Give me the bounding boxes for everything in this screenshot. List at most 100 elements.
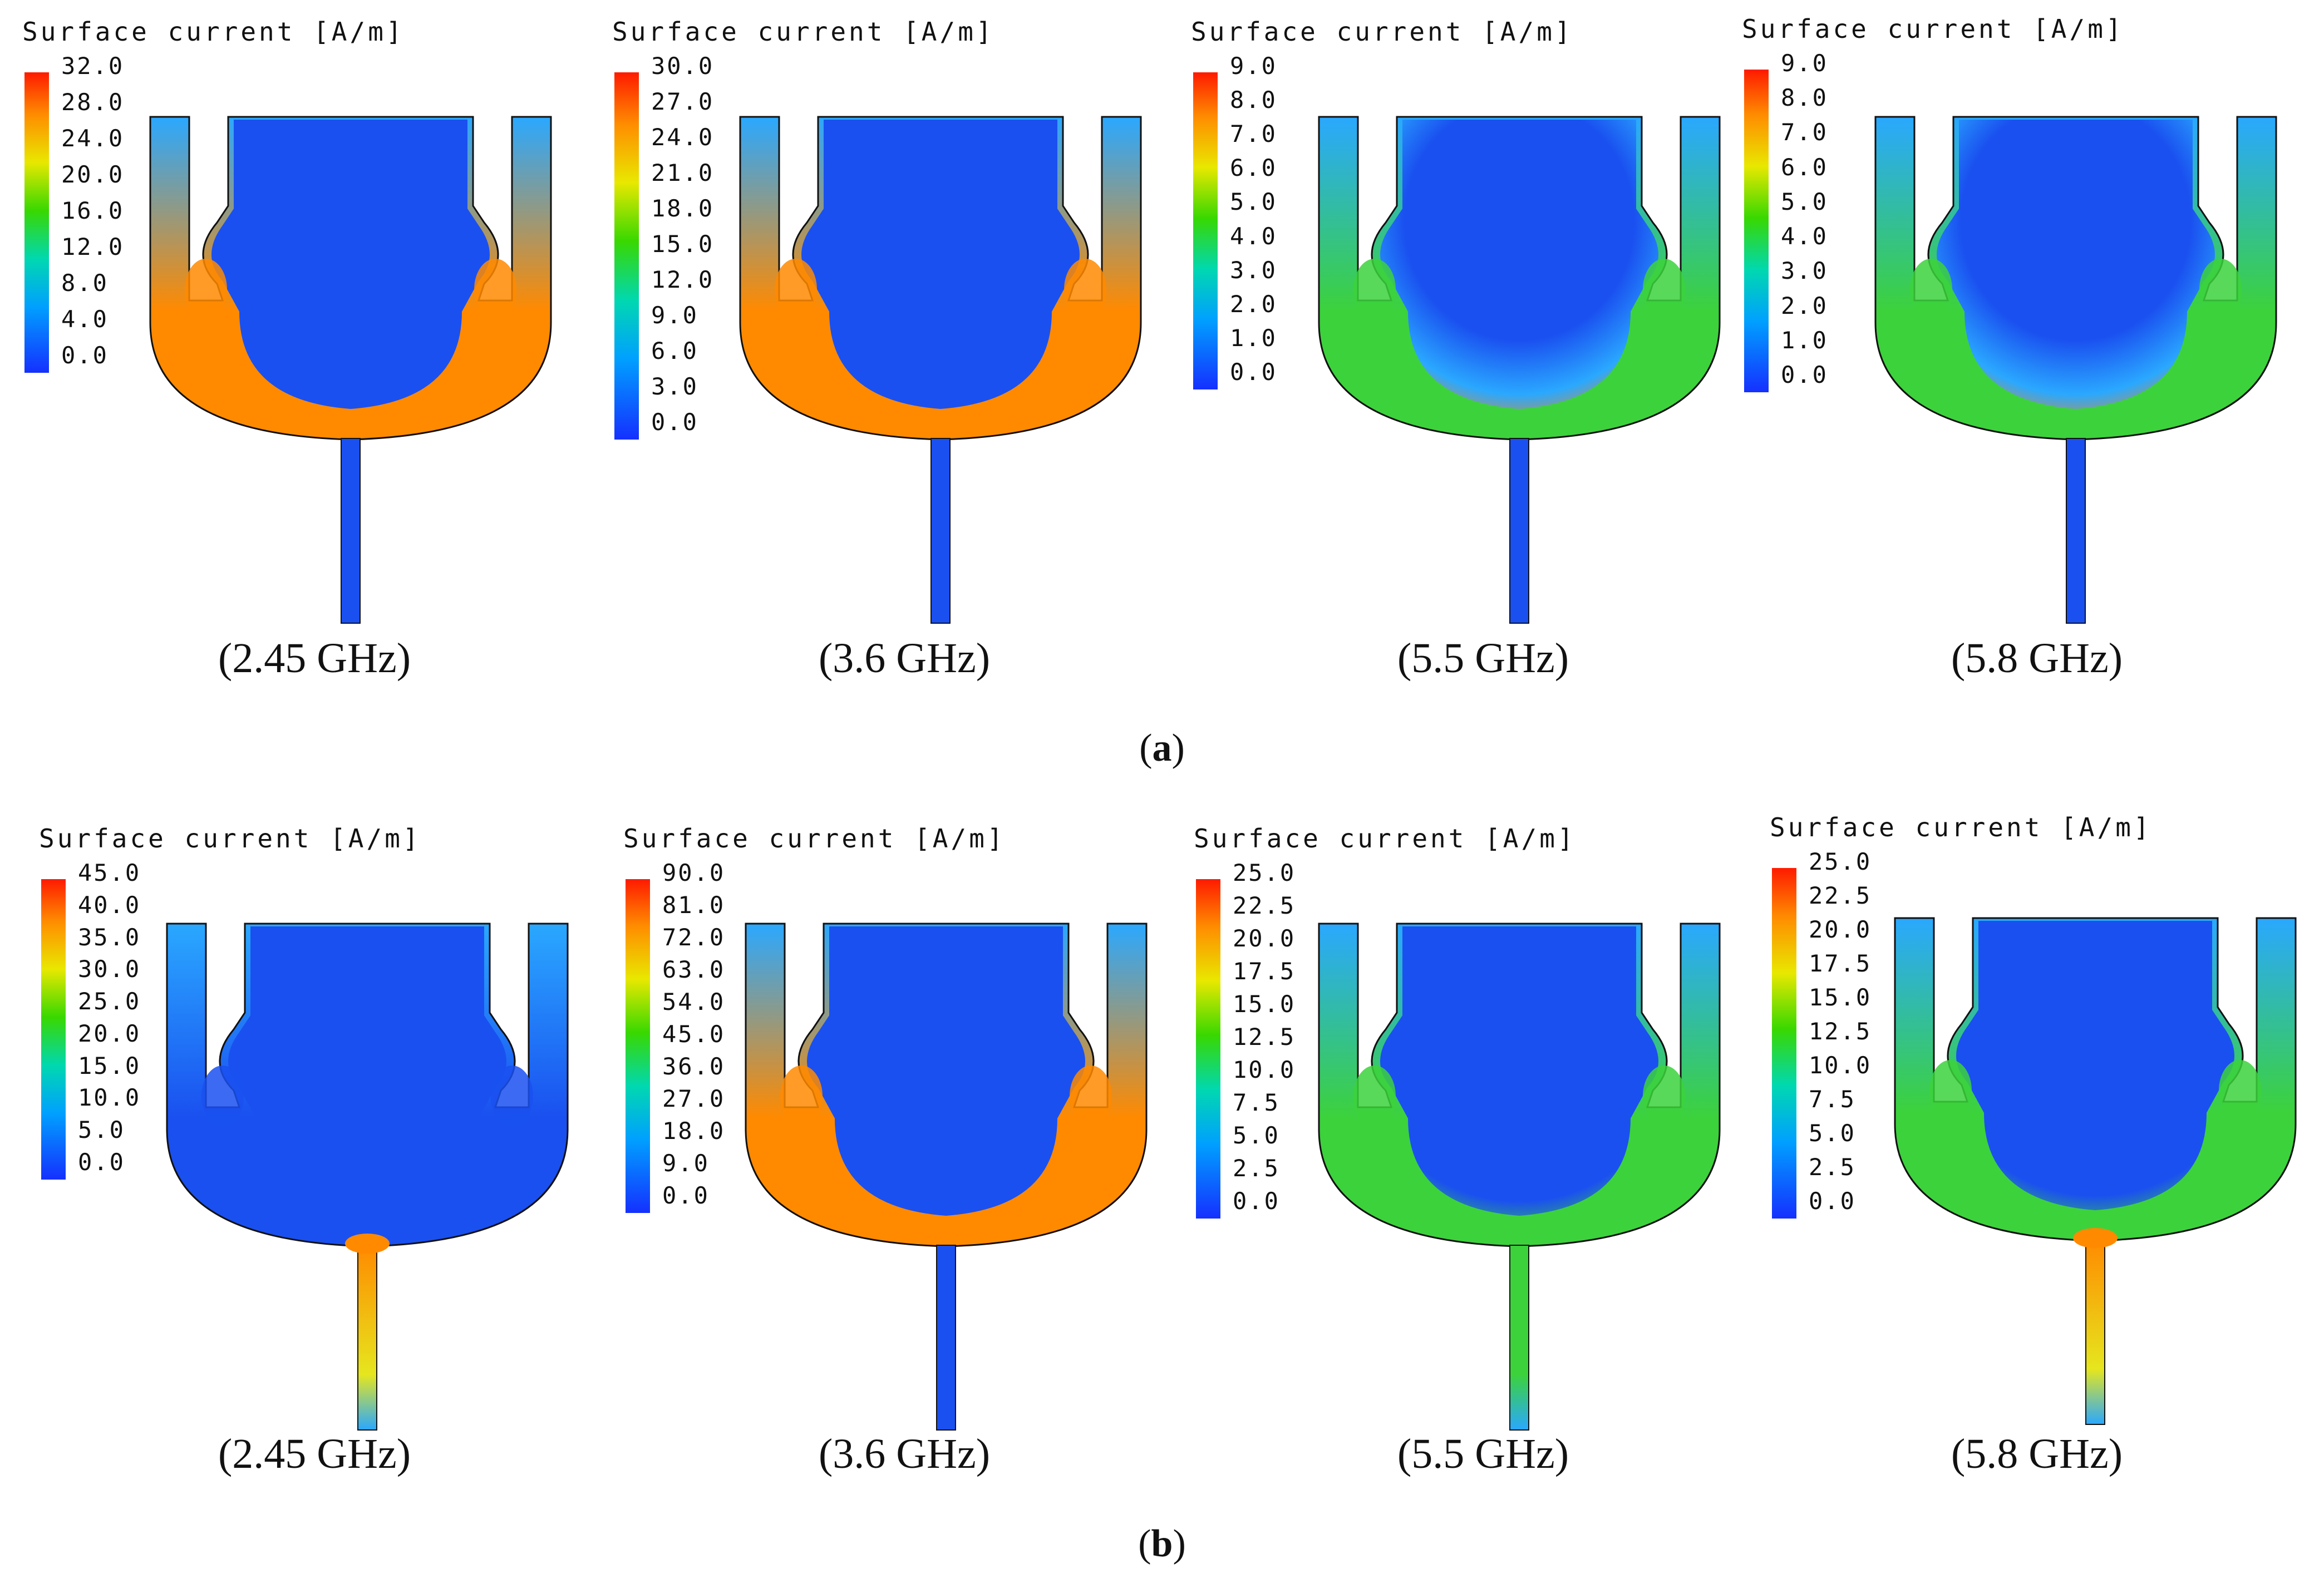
antenna-current-map <box>149 116 552 624</box>
scale-tick-label: 2.0 <box>1230 290 1277 318</box>
scale-tick-label: 16.0 <box>61 197 125 224</box>
legend-title: Surface current [A/m] <box>1770 812 2152 842</box>
scale-tick-label: 3.0 <box>1781 257 1828 285</box>
scale-tick-label: 45.0 <box>662 1020 726 1048</box>
scale-tick-label: 17.5 <box>1233 958 1296 985</box>
scale-tick-label: 25.0 <box>1809 848 1872 875</box>
patch-body <box>1937 120 2215 409</box>
patch-body <box>1380 926 1658 1216</box>
scale-tick-label: 12.0 <box>61 233 125 260</box>
legend-title: Surface current [A/m] <box>1742 14 2124 44</box>
legend-title: Surface current [A/m] <box>623 823 1006 854</box>
scale-tick-label: 36.0 <box>662 1053 726 1080</box>
frequency-label: (2.45 GHz) <box>218 1431 411 1477</box>
scale-tick-label: 54.0 <box>662 988 726 1015</box>
scale-tick-label: 17.5 <box>1809 950 1872 977</box>
current-plot-b-3-6ghz: Surface current [A/m] 90.0 81.0 72.0 63.0 54… <box>623 823 1202 1491</box>
current-hotspot <box>1353 1066 1396 1127</box>
scale-tick-label: 27.0 <box>651 88 715 115</box>
scale-tick-label: 2.5 <box>1233 1155 1280 1182</box>
scale-tick-label: 9.0 <box>1230 52 1277 80</box>
scale-tick-label: 1.0 <box>1781 326 1828 354</box>
scale-tick-label: 7.0 <box>1230 120 1277 148</box>
legend-title: Surface current [A/m] <box>1194 823 1576 854</box>
legend-title: Surface current [A/m] <box>612 17 994 47</box>
scale-tick-label: 0.0 <box>1233 1187 1280 1215</box>
scale-tick-label: 30.0 <box>651 52 715 80</box>
scale-tick-label: 6.0 <box>1781 153 1828 181</box>
scale-tick-label: 4.0 <box>61 305 109 333</box>
current-hotspot <box>1910 259 1952 320</box>
scale-tick-label: 0.0 <box>662 1182 710 1209</box>
frequency-label: (3.6 GHz) <box>818 635 991 682</box>
feed-line <box>2085 1239 2105 1425</box>
current-plot-a-5-8ghz: Surface current [A/m] 9.0 8.0 7.0 6.0 5.0 4.0… <box>1742 14 2321 682</box>
scale-tick-label: 9.0 <box>1781 50 1828 77</box>
scale-tick-label: 10.0 <box>1809 1052 1872 1079</box>
color-scale-bar <box>614 72 639 440</box>
scale-tick-label: 9.0 <box>651 302 698 329</box>
scale-tick-label: 35.0 <box>78 923 141 951</box>
current-hotspot <box>185 259 227 320</box>
feed-line <box>357 1245 377 1431</box>
frequency-label: (5.8 GHz) <box>1951 635 2123 682</box>
legend-title: Surface current [A/m] <box>1191 17 1573 47</box>
scale-tick-label: 30.0 <box>78 955 141 983</box>
scale-tick-label: 0.0 <box>1781 361 1828 388</box>
row-caption-b: (b) <box>1138 1522 1186 1565</box>
scale-tick-label: 2.5 <box>1809 1153 1856 1181</box>
scale-tick-label: 63.0 <box>662 956 726 983</box>
scale-tick-label: 22.5 <box>1809 882 1872 909</box>
scale-tick-label: 28.0 <box>61 88 125 116</box>
scale-tick-label: 20.0 <box>1809 916 1872 943</box>
scale-tick-label: 8.0 <box>1230 86 1277 114</box>
color-scale-bar <box>24 72 49 373</box>
current-plot-a-2-45ghz: Surface current [A/m] 32.0 28.0 24.0 20.0 16… <box>22 17 601 684</box>
scale-tick-label: 20.0 <box>78 1019 141 1047</box>
scale-tick-label: 1.0 <box>1230 324 1277 352</box>
scale-tick-label: 25.0 <box>1233 859 1296 886</box>
scale-tick-label: 20.0 <box>61 161 125 188</box>
scale-tick-label: 40.0 <box>78 891 141 919</box>
frequency-label: (5.5 GHz) <box>1397 1431 1569 1477</box>
antenna-current-map <box>166 923 569 1431</box>
row-caption-a: (a) <box>1139 727 1185 770</box>
current-hotspot <box>1353 259 1396 320</box>
antenna-current-map <box>1318 116 1721 624</box>
current-plot-b-5-5ghz: Surface current [A/m] 25.0 22.5 20.0 17.5 15… <box>1194 823 1772 1491</box>
patch-body <box>801 120 1080 409</box>
frequency-label: (5.5 GHz) <box>1397 635 1569 682</box>
feed-line <box>341 438 361 624</box>
scale-tick-label: 5.0 <box>1233 1122 1280 1149</box>
color-scale-bar <box>1196 879 1220 1219</box>
scale-tick-label: 32.0 <box>61 52 125 80</box>
scale-tick-label: 18.0 <box>651 195 715 222</box>
scale-tick-label: 6.0 <box>1230 154 1277 182</box>
scale-tick-label: 12.5 <box>1233 1023 1296 1051</box>
current-hotspot <box>2219 1060 2261 1121</box>
scale-tick-label: 20.0 <box>1233 925 1296 952</box>
scale-tick-label: 45.0 <box>78 859 141 886</box>
scale-tick-label: 18.0 <box>662 1117 726 1145</box>
feed-line <box>930 438 951 624</box>
current-hotspot <box>1643 259 1685 320</box>
scale-tick-label: 4.0 <box>1781 223 1828 250</box>
legend-title: Surface current [A/m] <box>39 823 421 854</box>
current-hotspot <box>1929 1060 1972 1121</box>
current-hotspot <box>1643 1066 1685 1127</box>
color-scale-bar <box>1744 70 1769 392</box>
patch-body <box>211 120 490 409</box>
feed-line <box>1509 438 1529 624</box>
current-hotspot <box>201 1066 244 1127</box>
scale-tick-label: 9.0 <box>662 1150 710 1177</box>
scale-tick-label: 81.0 <box>662 891 726 919</box>
current-plot-a-5-5ghz: Surface current [A/m] 9.0 8.0 7.0 6.0 5.0 4.0… <box>1191 17 1770 684</box>
feed-hotspot <box>2073 1228 2118 1248</box>
current-plot-b-2-45ghz: Surface current [A/m] 45.0 40.0 35.0 30.0 25… <box>39 823 618 1491</box>
patch-body <box>807 926 1085 1216</box>
feed-line <box>2066 438 2086 624</box>
scale-tick-label: 22.5 <box>1233 892 1296 919</box>
scale-tick-label: 8.0 <box>61 269 109 297</box>
scale-tick-label: 0.0 <box>1809 1187 1856 1215</box>
antenna-current-map <box>1894 917 2297 1425</box>
